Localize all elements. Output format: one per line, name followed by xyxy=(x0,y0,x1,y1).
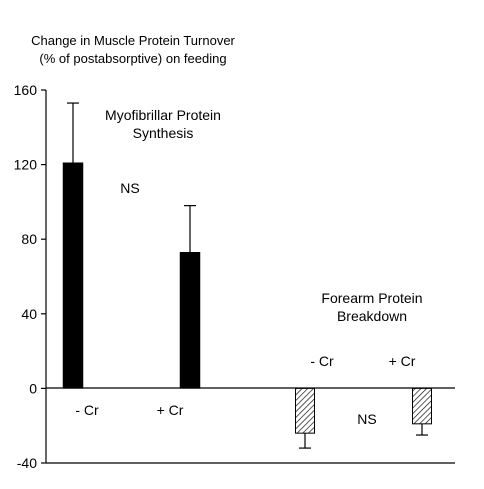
bar-label-synthesis-plus-cr: + Cr xyxy=(157,402,184,418)
y-tick-label: 0 xyxy=(29,380,37,396)
y-tick-label: 120 xyxy=(14,157,38,173)
chart-title-line1: Change in Muscle Protein Turnover xyxy=(31,33,235,48)
bar-breakdown xyxy=(412,387,432,425)
bar-label-breakdown-plus-cr: + Cr xyxy=(389,353,416,369)
group-label-breakdown-line2: Breakdown xyxy=(337,308,407,324)
group-label-synthesis-line1: Myofibrillar Protein xyxy=(105,107,221,123)
axes xyxy=(45,90,455,464)
significance-synthesis: NS xyxy=(120,180,139,196)
significance-breakdown: NS xyxy=(357,411,376,427)
group-label-breakdown-line1: Forearm Protein xyxy=(321,290,422,306)
group-label-synthesis-line2: Synthesis xyxy=(133,125,194,141)
bar-label-breakdown-minus-cr: - Cr xyxy=(310,353,334,369)
y-tick-label: -40 xyxy=(17,455,37,471)
bar-synthesis xyxy=(62,162,84,389)
y-tick-label: 160 xyxy=(14,82,38,98)
y-ticks: -40 0 40 80 120 160 xyxy=(14,82,46,471)
y-tick-label: 80 xyxy=(21,231,37,247)
bar-synthesis xyxy=(179,252,201,389)
chart-title-line2: (% of postabsorptive) on feeding xyxy=(39,51,226,66)
bar-label-synthesis-minus-cr: - Cr xyxy=(75,402,99,418)
bar-breakdown xyxy=(295,387,315,434)
bars xyxy=(62,102,432,449)
y-tick-label: 40 xyxy=(21,306,37,322)
